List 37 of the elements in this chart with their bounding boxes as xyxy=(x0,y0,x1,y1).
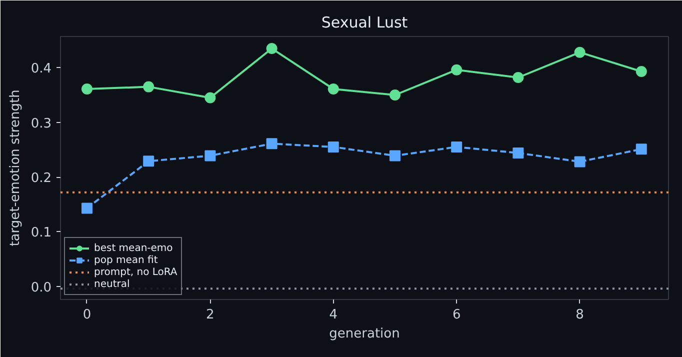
point xyxy=(266,43,278,54)
point xyxy=(143,156,154,167)
legend-label: best mean-emo xyxy=(94,242,173,254)
x-axis-title: generation xyxy=(329,326,400,342)
point xyxy=(81,202,92,214)
legend-label: pop mean fit xyxy=(94,254,158,266)
point xyxy=(574,46,586,58)
y-tick-label: 0.2 xyxy=(30,171,52,186)
point xyxy=(143,81,154,92)
point xyxy=(389,150,400,162)
point xyxy=(389,90,400,100)
x-tick-label: 4 xyxy=(329,308,338,322)
x-tick-label: 2 xyxy=(206,308,214,322)
x-tick-label: 8 xyxy=(576,308,584,322)
y-axis-title: target-emotion strength xyxy=(8,90,23,246)
legend-label: prompt, no LoRA xyxy=(94,266,178,278)
point xyxy=(451,64,462,76)
point xyxy=(81,84,92,94)
point xyxy=(512,147,524,158)
chart-title: Sexual Lust xyxy=(321,14,408,32)
point xyxy=(636,144,647,155)
point xyxy=(451,141,462,152)
y-tick-label: 0.3 xyxy=(30,116,52,132)
point xyxy=(574,156,586,168)
x-tick-label: 0 xyxy=(82,308,92,322)
y-tick-label: 0.0 xyxy=(30,280,52,296)
point xyxy=(204,92,216,104)
point xyxy=(328,141,339,152)
point xyxy=(328,84,339,94)
ref-line-label: neutral xyxy=(94,278,130,290)
point xyxy=(204,150,216,162)
y-tick-label: 0.4 xyxy=(30,62,52,77)
y-tick-label: 0.1 xyxy=(30,226,52,241)
x-tick-label: 6 xyxy=(452,308,461,322)
point xyxy=(512,72,524,83)
point xyxy=(266,138,278,150)
point xyxy=(636,66,647,77)
